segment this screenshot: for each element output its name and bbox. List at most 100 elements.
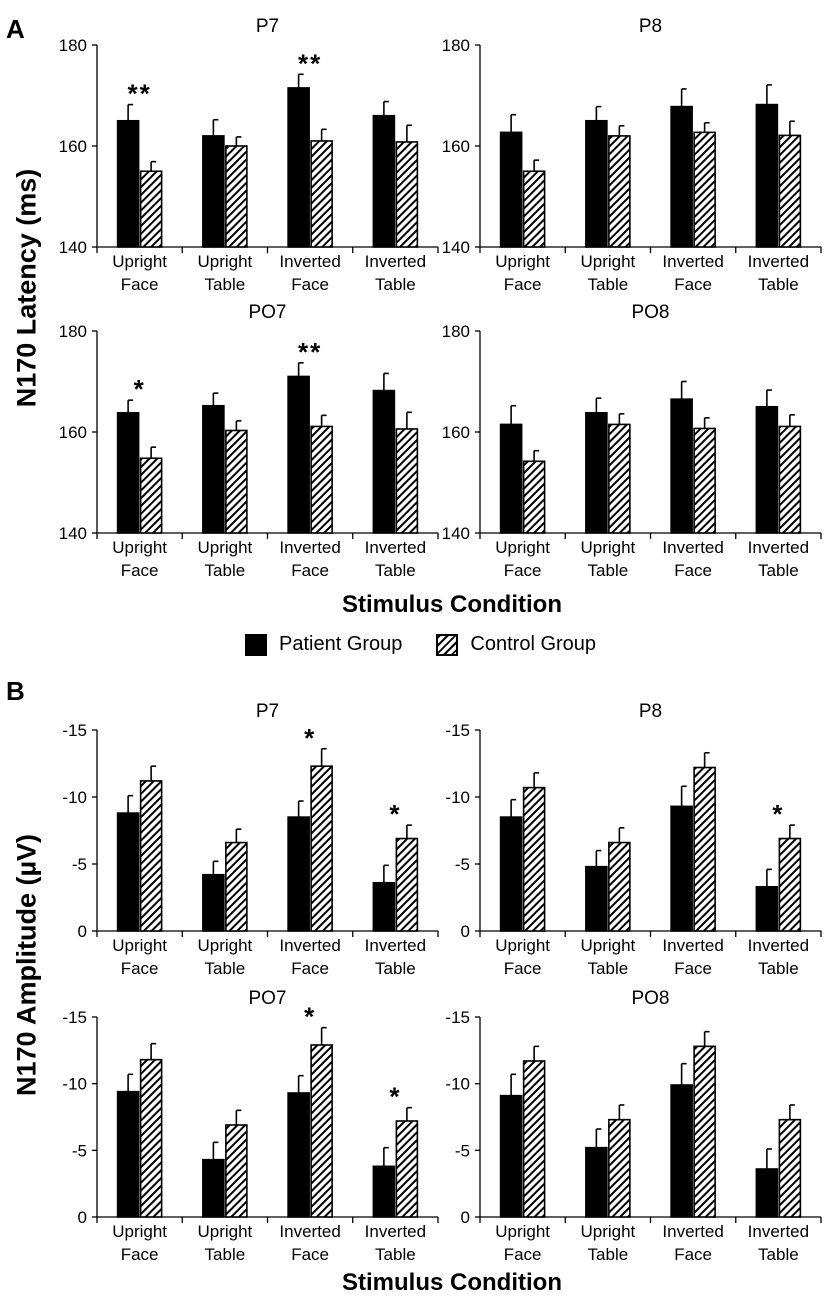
legend-label-control: Control Group (470, 633, 597, 655)
chart-b-po8-x-tick-label: Inverted (748, 1222, 809, 1241)
chart-a-p7-x-tick-label: Inverted (279, 252, 340, 271)
panel-b-x-axis-label: Stimulus Condition (342, 1269, 562, 1296)
chart-b-po8-y-tick-label: 0 (461, 1208, 470, 1227)
chart-a-po8-y-tick-label: 180 (442, 322, 470, 341)
legend-swatch-control (436, 633, 459, 656)
chart-b-p8-x-tick-label: Face (504, 959, 542, 978)
chart-b-po8-title: PO8 (631, 988, 669, 1009)
chart-b-p8-x-tick-label: Table (588, 959, 629, 978)
chart-a-p8-bar-patient (670, 105, 693, 248)
chart-a-po7-bar-control (395, 428, 419, 534)
chart-a-p7-bar-control (395, 141, 419, 248)
chart-a-po8-bar-control (778, 425, 802, 534)
chart-b-p8-bar-patient (499, 816, 523, 932)
chart-b-p7: P7 0 -5 -10 -15 Upright Face Upright Table Invert… (62, 701, 439, 978)
legend-swatch-patient (245, 633, 267, 656)
chart-a-po7-x-tick-label: Inverted (365, 538, 426, 557)
chart-b-p7-x-tick-label: Face (121, 959, 159, 978)
chart-b-p7-bar-control (225, 841, 248, 932)
chart-b-p7-x-tick-label: Upright (197, 936, 252, 955)
chart-a-po7-x-tick-label: Face (121, 561, 159, 580)
chart-b-po7-x-tick-label: Upright (197, 1222, 252, 1241)
chart-a-p8-x-tick-label: Inverted (748, 252, 809, 271)
chart-a-p8-x-tick-label: Face (674, 275, 712, 294)
chart-b-p8-title: P8 (639, 701, 662, 722)
chart-b-p7-x-tick-label: Table (205, 959, 246, 978)
legend-label-patient: Patient Group (279, 633, 403, 655)
chart-b-p7-x-tick-label: Upright (112, 936, 167, 955)
chart-b-po7-bar-patient (287, 1092, 310, 1218)
chart-b-p8-y-tick-label: -10 (445, 788, 470, 807)
panel-b-letter: B (6, 676, 25, 706)
chart-a-p8-bar-patient (755, 103, 779, 248)
chart-a-po7-bar-patient (202, 404, 225, 534)
panel-a-y-axis-label: N170 Latency (ms) (11, 168, 42, 408)
chart-b-p8-significance-marker: * (772, 799, 784, 829)
chart-b-po7-title: PO7 (248, 988, 286, 1009)
chart-b-p7-x-tick-label: Inverted (279, 936, 340, 955)
chart-a-po8-bar-patient (755, 405, 779, 534)
chart-a-po8-bar-control (522, 460, 546, 534)
chart-a-p7-bar-control (310, 140, 333, 248)
chart-b-p7-significance-marker: * (304, 723, 316, 753)
chart-a-po7-x-tick-label: Table (205, 561, 246, 580)
chart-a-p7-x-tick-label: Face (121, 275, 159, 294)
chart-a-p7: P7 140 160 180 Upright Face ** Upright Table Inve… (59, 16, 439, 294)
chart-a-po7-significance-marker: ** (298, 337, 322, 367)
chart-a-p7-x-tick-label: Upright (112, 252, 167, 271)
chart-b-p8-bar-control (522, 786, 546, 932)
chart-b-p7-x-tick-label: Face (291, 959, 329, 978)
chart-b-p7-bar-control (310, 765, 333, 932)
chart-b-po8-x-tick-label: Upright (580, 1222, 635, 1241)
chart-b-po7-x-tick-label: Face (121, 1245, 159, 1264)
chart-a-p8-x-tick-label: Table (758, 275, 799, 294)
chart-b-po7-y-tick-label: 0 (78, 1208, 87, 1227)
chart-a-p7-significance-marker: ** (298, 48, 322, 78)
chart-a-p7-y-tick-label: 180 (59, 36, 87, 55)
chart-a-po8-bar-patient (670, 398, 693, 534)
chart-b-p8-x-tick-label: Table (758, 959, 799, 978)
chart-a-p7-x-tick-label: Inverted (365, 252, 426, 271)
chart-a-p7-bar-patient (372, 114, 396, 248)
chart-a-p8-bar-patient (499, 131, 523, 248)
chart-a-po7-y-tick-label: 140 (59, 524, 87, 543)
chart-a-p7-y-tick-label: 140 (59, 238, 87, 257)
chart-a-po7-x-tick-label: Inverted (279, 538, 340, 557)
chart-a-po7-bar-patient (287, 375, 310, 534)
chart-b-po8-bar-patient (755, 1168, 779, 1218)
chart-b-po8-bar-control (608, 1118, 631, 1218)
chart-b-p8-bar-control (778, 837, 802, 932)
chart-b-po8-y-tick-label: -10 (445, 1075, 470, 1094)
chart-b-po8-x-tick-label: Table (588, 1245, 629, 1264)
chart-a-po8-bar-control (608, 423, 631, 534)
chart-b-po8-bar-patient (585, 1146, 608, 1218)
chart-a-po7-x-tick-label: Upright (197, 538, 252, 557)
chart-a-p7-bar-patient (202, 135, 225, 248)
chart-b-p8-y-tick-label: -5 (455, 855, 470, 874)
chart-b-p8-y-tick-label: -15 (445, 721, 470, 740)
chart-b-p8-x-tick-label: Inverted (748, 936, 809, 955)
chart-a-p7-x-tick-label: Table (205, 275, 246, 294)
chart-b-po7-x-tick-label: Inverted (365, 1222, 426, 1241)
chart-b-p8-x-tick-label: Upright (580, 936, 635, 955)
chart-a-po8-bar-control (693, 427, 716, 534)
chart-a-po8-y-tick-label: 140 (442, 524, 470, 543)
chart-b-p7-y-tick-label: -10 (62, 788, 87, 807)
chart-b-p8-x-tick-label: Face (674, 959, 712, 978)
chart-b-po8-x-tick-label: Table (758, 1245, 799, 1264)
chart-a-po7: PO7 140 160 180 Upright Face * Upright Table Inve… (59, 302, 439, 580)
chart-b-po7-bar-control (310, 1044, 333, 1218)
chart-b-po8-x-tick-label: Face (504, 1245, 542, 1264)
chart-b-p7-bar-patient (202, 873, 225, 932)
chart-a-po8: PO8 140 160 180 Upright Face Upright Table Inver… (442, 302, 822, 580)
chart-a-po8-x-tick-label: Table (758, 561, 799, 580)
chart-b-p8-x-tick-label: Inverted (662, 936, 723, 955)
chart-b-p7-significance-marker: * (389, 799, 401, 829)
chart-a-p8-x-tick-label: Face (504, 275, 542, 294)
chart-a-p8-x-tick-label: Inverted (662, 252, 723, 271)
chart-b-po7-x-tick-label: Inverted (279, 1222, 340, 1241)
chart-a-po8-x-tick-label: Upright (495, 538, 550, 557)
chart-a-po7-x-tick-label: Table (375, 561, 416, 580)
chart-a-p8-bar-control (522, 170, 546, 248)
chart-b-po8-x-tick-label: Face (674, 1245, 712, 1264)
